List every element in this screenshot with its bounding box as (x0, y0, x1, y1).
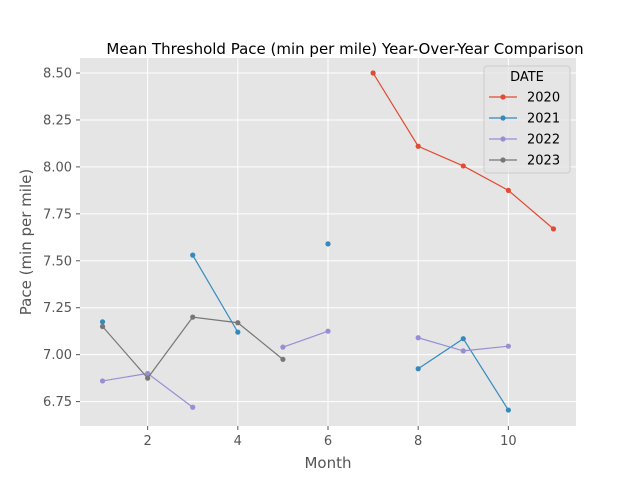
series-line-2021 (192, 254, 239, 333)
data-point-2021 (460, 336, 466, 342)
legend-item-2020: 2020 (489, 91, 560, 106)
legend-title: DATE (510, 70, 544, 85)
data-point-2020 (370, 70, 376, 76)
data-point-2023 (99, 323, 106, 330)
data-point-2023 (235, 320, 241, 326)
y-tick-label: 7.50 (43, 254, 72, 269)
chart-title: Mean Threshold Pace (min per mile) Year-… (106, 40, 583, 58)
legend-label: 2021 (527, 112, 560, 127)
series-2020 (370, 70, 557, 232)
series-layer (99, 70, 557, 413)
data-point-2020 (550, 226, 557, 232)
y-tick-label: 8.50 (43, 67, 72, 82)
legend-label: 2022 (527, 133, 560, 148)
legend-item-2021: 2021 (489, 112, 560, 127)
data-point-2022 (325, 328, 331, 334)
legend-swatch-marker (500, 94, 506, 100)
y-axis-label: Pace (min per mile) (17, 169, 35, 315)
y-tick-label: 7.75 (43, 207, 72, 222)
legend-item-2023: 2023 (489, 154, 560, 169)
data-point-2021 (415, 366, 421, 372)
legend: DATE 2020 2021 2022 2023 (483, 65, 571, 174)
x-tick-label: 4 (234, 434, 242, 449)
data-point-2023 (190, 314, 196, 320)
data-point-2022 (505, 343, 511, 349)
series-2023 (99, 314, 286, 381)
x-tick-label: 6 (324, 434, 332, 449)
data-point-2021 (505, 407, 511, 413)
data-point-2020 (460, 163, 466, 169)
data-point-2022 (99, 378, 106, 384)
data-point-2022 (145, 370, 151, 377)
x-axis: 2 4 6 8 10 (143, 426, 517, 449)
data-point-2022 (460, 348, 466, 354)
data-point-2020 (505, 187, 511, 193)
y-tick-label: 8.25 (43, 113, 72, 128)
y-tick-label: 7.00 (43, 348, 72, 363)
data-point-2022 (190, 404, 196, 410)
series-2021 (99, 241, 511, 413)
data-point-2023 (145, 375, 151, 381)
data-point-2021 (190, 252, 196, 258)
x-tick-label: 8 (414, 434, 422, 449)
y-tick-label: 8.00 (43, 160, 72, 175)
data-point-2021 (325, 241, 331, 247)
y-axis: 6.75 7.00 7.25 7.50 7.75 8.00 8.25 8.50 (43, 67, 80, 410)
series-line-2022 (282, 330, 329, 348)
legend-label: 2020 (527, 91, 560, 106)
legend-swatch-marker (500, 115, 506, 121)
y-tick-label: 7.25 (43, 301, 72, 316)
legend-box (483, 65, 571, 174)
y-tick-label: 6.75 (43, 395, 72, 410)
data-point-2022 (415, 335, 421, 341)
legend-label: 2023 (527, 154, 560, 169)
data-point-2023 (280, 356, 286, 362)
legend-item-2022: 2022 (489, 133, 560, 148)
data-point-2022 (280, 344, 286, 350)
series-2022 (99, 328, 511, 410)
x-tick-label: 2 (143, 434, 151, 449)
x-tick-label: 10 (500, 434, 517, 449)
x-axis-label: Month (304, 454, 351, 472)
data-point-2021 (99, 319, 106, 325)
data-point-2021 (235, 329, 241, 335)
data-point-2020 (415, 143, 421, 149)
legend-swatch-marker (500, 136, 506, 142)
legend-swatch-marker (500, 157, 506, 163)
